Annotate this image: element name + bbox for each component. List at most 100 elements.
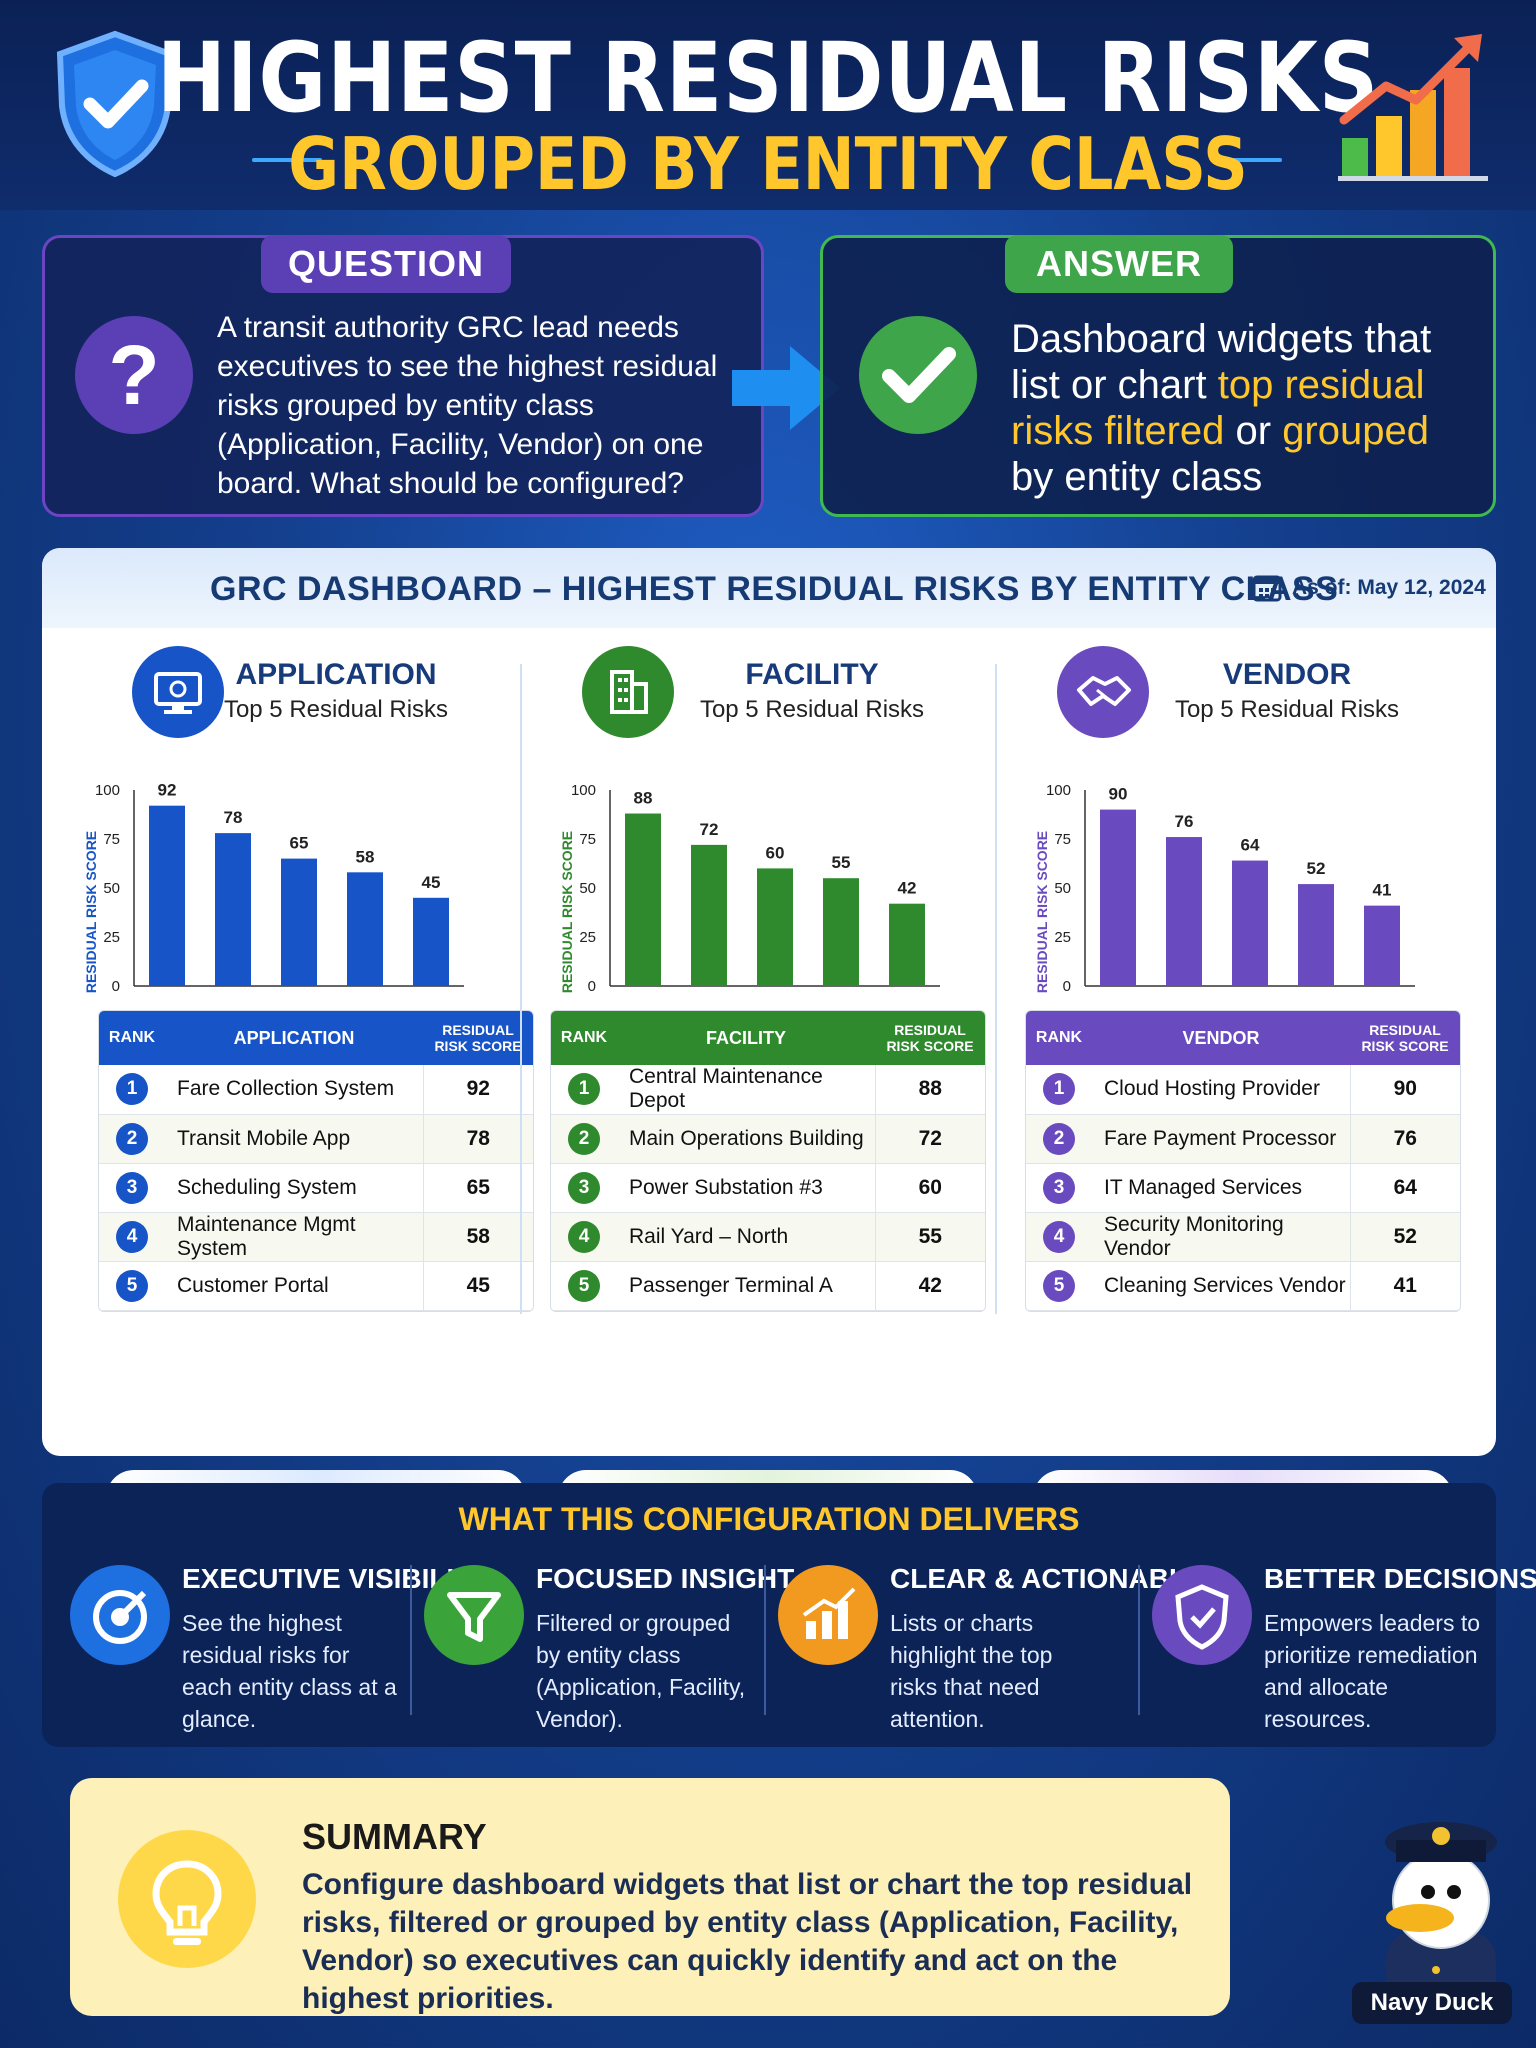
y-tick-label: 50 xyxy=(579,880,596,897)
rank-badge: 5 xyxy=(116,1269,148,1302)
panel-title: FACILITY xyxy=(745,658,879,691)
table-row[interactable]: 5 Customer Portal 45 xyxy=(99,1261,533,1311)
table-row[interactable]: 3 Scheduling System 65 xyxy=(99,1163,533,1213)
table-row[interactable]: 5 Cleaning Services Vendor 41 xyxy=(1026,1261,1460,1311)
risk-score: 58 xyxy=(423,1212,533,1262)
answer-text: Dashboard widgets that list or chart top… xyxy=(1011,316,1471,500)
question-tag: QUESTION xyxy=(261,235,511,293)
question-box: QUESTION ? A transit authority GRC lead … xyxy=(42,235,764,517)
panel-divider xyxy=(520,664,522,1314)
bar-value-label: 65 xyxy=(290,834,309,853)
bar-chart-application: 0 25 50 75 100 92 78 65 58 45 xyxy=(95,781,464,995)
y-tick-label: 100 xyxy=(571,782,596,799)
rank-badge: 2 xyxy=(1043,1122,1075,1155)
table-row[interactable]: 1 Central Maintenance Depot 88 xyxy=(551,1065,985,1115)
arrow-right-icon xyxy=(732,346,840,430)
bar xyxy=(757,868,793,986)
bar xyxy=(691,844,727,986)
risk-table-application: RANK APPLICATION RESIDUAL RISK SCORE 1 Fare C… xyxy=(98,1010,534,1312)
risk-score: 45 xyxy=(423,1261,533,1311)
deliver-text: See the highest residual risks for each … xyxy=(182,1610,397,1732)
table-row[interactable]: 1 Fare Collection System 92 xyxy=(99,1065,533,1115)
bar-value-label: 42 xyxy=(898,879,917,898)
rank-badge: 5 xyxy=(568,1269,600,1302)
deliver-divider xyxy=(1138,1565,1140,1715)
table-row[interactable]: 2 Fare Payment Processor 76 xyxy=(1026,1114,1460,1164)
risk-score: 92 xyxy=(423,1065,533,1115)
panel-subtitle: Top 5 Residual Risks xyxy=(223,696,449,723)
entity-name: Customer Portal xyxy=(165,1261,424,1311)
rank-badge: 3 xyxy=(116,1171,148,1204)
table-row[interactable]: 4 Maintenance Mgmt System 58 xyxy=(99,1212,533,1262)
header: HIGHEST RESIDUAL RISKS GROUPED BY ENTITY… xyxy=(0,0,1536,210)
table-row[interactable]: 4 Rail Yard – North 55 xyxy=(551,1212,985,1262)
table-row[interactable]: 1 Cloud Hosting Provider 90 xyxy=(1026,1065,1460,1115)
entity-name: Power Substation #3 xyxy=(617,1163,876,1213)
risk-score: 52 xyxy=(1350,1212,1460,1262)
grc-dashboard: GRC DASHBOARD – HIGHEST RESIDUAL RISKS B… xyxy=(42,548,1496,1526)
rank-badge: 4 xyxy=(116,1220,148,1253)
col-name: APPLICATION xyxy=(233,1027,355,1048)
y-tick-label: 0 xyxy=(588,978,596,995)
col-score: RESIDUAL RISK SCORE xyxy=(434,1022,522,1054)
risk-score: 88 xyxy=(875,1065,985,1115)
bar xyxy=(823,878,859,986)
mascot-label: Navy Duck xyxy=(1352,1982,1512,2024)
entity-name: Central Maintenance Depot xyxy=(617,1065,876,1115)
deliver-text: Lists or charts highlight the top risks … xyxy=(890,1610,1053,1732)
table-row[interactable]: 3 IT Managed Services 64 xyxy=(1026,1163,1460,1213)
table-row[interactable]: 5 Passenger Terminal A 42 xyxy=(551,1261,985,1311)
y-tick-label: 25 xyxy=(1054,929,1071,946)
panel-title: APPLICATION xyxy=(235,658,437,691)
bar-value-label: 72 xyxy=(700,820,719,839)
y-tick-label: 75 xyxy=(1054,831,1071,848)
rank-badge: 5 xyxy=(1043,1269,1075,1302)
col-score: RESIDUAL RISK SCORE xyxy=(1361,1022,1449,1054)
target-icon xyxy=(70,1565,170,1665)
as-of-date: As of: May 12, 2024 xyxy=(1292,576,1486,599)
bar-value-label: 92 xyxy=(158,781,177,800)
rank-badge: 4 xyxy=(568,1220,600,1253)
table-row[interactable]: 2 Main Operations Building 72 xyxy=(551,1114,985,1164)
bar xyxy=(1100,809,1136,986)
table-row[interactable]: 4 Security Monitoring Vendor 52 xyxy=(1026,1212,1460,1262)
check-circle-icon xyxy=(859,316,977,434)
table-row[interactable]: 3 Power Substation #3 60 xyxy=(551,1163,985,1213)
deliver-title: CLEAR & ACTIONABLE xyxy=(890,1563,1205,1594)
deliver-item: FOCUSED INSIGHT Filtered or grouped by en… xyxy=(410,1557,794,1732)
question-mark-icon: ? xyxy=(75,316,193,434)
risk-score: 55 xyxy=(875,1212,985,1262)
bar-value-label: 52 xyxy=(1307,859,1326,878)
y-tick-label: 75 xyxy=(579,831,596,848)
risk-score: 76 xyxy=(1350,1114,1460,1164)
panel-application: APPLICATION Top 5 Residual Risks RESIDUAL … xyxy=(66,644,534,1526)
bar-value-label: 55 xyxy=(832,853,851,872)
building-icon xyxy=(582,646,674,738)
y-tick-label: 25 xyxy=(103,929,120,946)
delivers-section: WHAT THIS CONFIGURATION DELIVERS EXECUTI… xyxy=(42,1483,1536,1747)
risk-score: 60 xyxy=(875,1163,985,1213)
shield-check-logo-icon xyxy=(56,30,174,178)
y-tick-label: 50 xyxy=(103,880,120,897)
bar xyxy=(347,872,383,986)
bar xyxy=(413,897,449,986)
bar-value-label: 88 xyxy=(634,789,653,808)
answer-box: ANSWER Dashboard widgets that list or ch… xyxy=(820,235,1496,517)
delivers-title: WHAT THIS CONFIGURATION DELIVERS xyxy=(458,1501,1080,1537)
y-tick-label: 75 xyxy=(103,831,120,848)
rank-badge: 1 xyxy=(116,1073,148,1106)
panel-subtitle: Top 5 Residual Risks xyxy=(699,696,925,723)
table-row[interactable]: 2 Transit Mobile App 78 xyxy=(99,1114,533,1164)
col-rank: RANK xyxy=(560,1029,608,1046)
risk-score: 41 xyxy=(1350,1261,1460,1311)
bar xyxy=(1166,837,1202,986)
entity-name: Fare Payment Processor xyxy=(1092,1114,1351,1164)
rank-badge: 3 xyxy=(568,1171,600,1204)
bar xyxy=(889,903,925,986)
entity-name: Transit Mobile App xyxy=(165,1114,424,1164)
page-subtitle: GROUPED BY ENTITY CLASS xyxy=(288,122,1248,206)
panel-subtitle: Top 5 Residual Risks xyxy=(1174,696,1400,723)
bar-value-label: 76 xyxy=(1175,812,1194,831)
risk-score: 64 xyxy=(1350,1163,1460,1213)
y-tick-label: 50 xyxy=(1054,880,1071,897)
